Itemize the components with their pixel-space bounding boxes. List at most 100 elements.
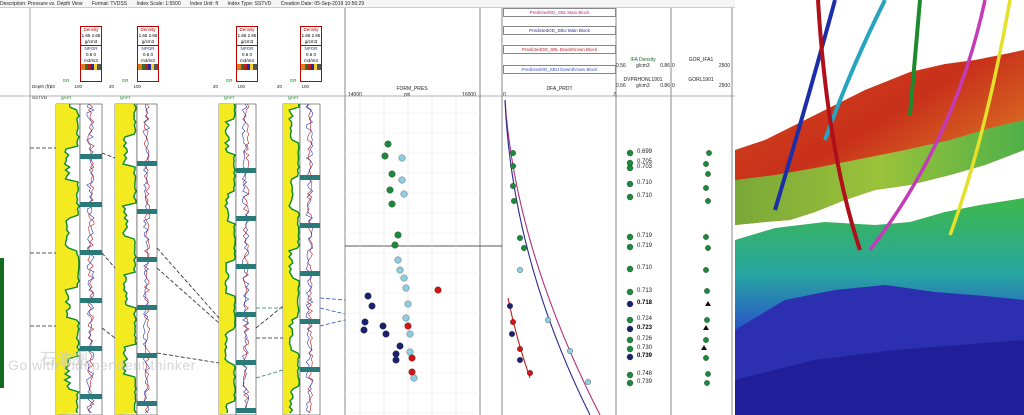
watermark-en: Go with independent thinker	[8, 357, 196, 373]
info-type: Index Type: SSTVD	[227, 1, 272, 7]
density-value: 0.739	[637, 379, 653, 385]
density-npor-header: Density 1.65 2.65 g/cm3 NPOR 0.6 0 m3/m3	[137, 26, 159, 82]
dfa-point	[521, 245, 527, 251]
dfa-min: 0	[503, 92, 506, 98]
ifa-density-point	[626, 243, 634, 251]
pressure-point	[394, 256, 402, 264]
density-value: 0.723	[637, 325, 653, 331]
correlation-line	[255, 369, 284, 379]
form-pres-max: 16000	[462, 92, 476, 98]
pressure-point	[408, 368, 416, 376]
gor-point	[705, 245, 711, 251]
dfa-point	[507, 303, 513, 309]
form-pres-unit: psi	[404, 92, 411, 98]
dfa-point	[517, 346, 523, 352]
dfa-point	[509, 331, 515, 337]
ifa-density-point	[626, 325, 634, 333]
ifa-density-point	[626, 345, 634, 353]
pressure-point	[402, 314, 410, 322]
correlation-line	[101, 327, 116, 339]
depth-header: Depth (ft) SSTVD	[32, 84, 54, 101]
zone-marker	[137, 401, 157, 406]
gr-curve	[223, 103, 237, 413]
gr-sand-fill	[219, 104, 236, 415]
well-red	[816, 0, 862, 251]
pressure-point	[398, 154, 406, 162]
dfa-point	[511, 198, 517, 204]
gr-curve	[121, 103, 138, 414]
info-description: Description: Pressure vs. Depth View	[0, 1, 83, 7]
gor-point	[703, 337, 709, 343]
gor-sub-title: GORL1901	[688, 77, 714, 83]
reservoir-3d-model[interactable]	[735, 0, 1024, 415]
dfa-point	[585, 379, 591, 385]
zone-bar	[0, 258, 4, 388]
zone-marker	[300, 271, 320, 276]
dfa-point	[527, 370, 533, 376]
pressure-point	[410, 374, 418, 382]
density-value: 0.719	[637, 243, 653, 249]
gor-point	[705, 371, 711, 377]
well-blue	[773, 0, 837, 211]
ifa-density-point	[626, 164, 634, 172]
zone-marker	[80, 202, 102, 207]
form-pres-header: FORM_PRES 14000 psi 16000	[348, 86, 476, 98]
density-value: 0.730	[637, 345, 653, 351]
density-value: 0.713	[637, 288, 653, 294]
gor-point	[703, 161, 709, 167]
dfa-header: DFA_PRDT 0 2	[503, 86, 616, 98]
density-value: 0.739	[637, 353, 653, 359]
zone-marker	[300, 175, 320, 180]
dfa-point	[517, 267, 523, 273]
gr-sand-fill	[56, 104, 80, 415]
pressure-point	[361, 318, 369, 326]
zone-marker	[300, 319, 320, 324]
pressure-point	[400, 274, 408, 282]
density-npor-header: Density 1.65 2.65 g/cm3 NPOR 0.6 0 m3/m3	[300, 26, 322, 82]
gr-curve	[287, 103, 301, 414]
gor-point	[704, 380, 710, 386]
zone-marker	[80, 154, 102, 159]
zone-marker	[80, 298, 102, 303]
info-scale: Index Scale: 1:5500	[136, 1, 181, 7]
gr-sand-fill	[115, 104, 137, 415]
form-pres-title: FORM_PRES	[396, 86, 428, 92]
pressure-point	[404, 300, 412, 308]
gr-header: GR 20 100 gAPI	[213, 78, 245, 100]
density-value: 0.710	[637, 265, 653, 271]
density-value: 0.718	[637, 300, 653, 306]
gr-header: GR 20 100 gAPI	[277, 78, 309, 100]
pressure-point	[360, 326, 368, 334]
pressure-point	[404, 322, 412, 330]
zone-marker	[137, 305, 157, 310]
pressure-point	[406, 330, 414, 338]
gor-header: GOR_IFA1 0 2500 GORL1901 0 2500	[672, 57, 730, 89]
well-green	[908, 0, 922, 116]
ifa-density-point	[626, 379, 634, 387]
dfa-point	[510, 150, 516, 156]
gor-point	[704, 317, 710, 323]
zone-marker	[236, 312, 256, 317]
ifa-sub-title: DVPRHONL1901	[623, 77, 663, 83]
well-correlation-plot	[0, 8, 735, 415]
pressure-point	[392, 350, 400, 358]
correlation-line	[319, 319, 346, 327]
density-value: 0.699	[637, 149, 653, 155]
zone-marker	[236, 360, 256, 365]
zone-marker	[236, 264, 256, 269]
ifa-density-point	[626, 336, 634, 344]
well-yellow	[948, 0, 1012, 236]
dfa-point	[510, 319, 516, 325]
dfa-point	[567, 348, 573, 354]
zone-marker	[80, 346, 102, 351]
gr-curve	[63, 103, 81, 414]
gor-point	[703, 267, 709, 273]
pressure-point	[398, 176, 406, 184]
upper-horizon-front	[735, 120, 1024, 225]
pressure-point	[434, 286, 442, 294]
pressure-point	[386, 186, 394, 194]
zone-marker	[80, 394, 102, 399]
density-curve	[306, 103, 314, 414]
dfa-point	[545, 317, 551, 323]
